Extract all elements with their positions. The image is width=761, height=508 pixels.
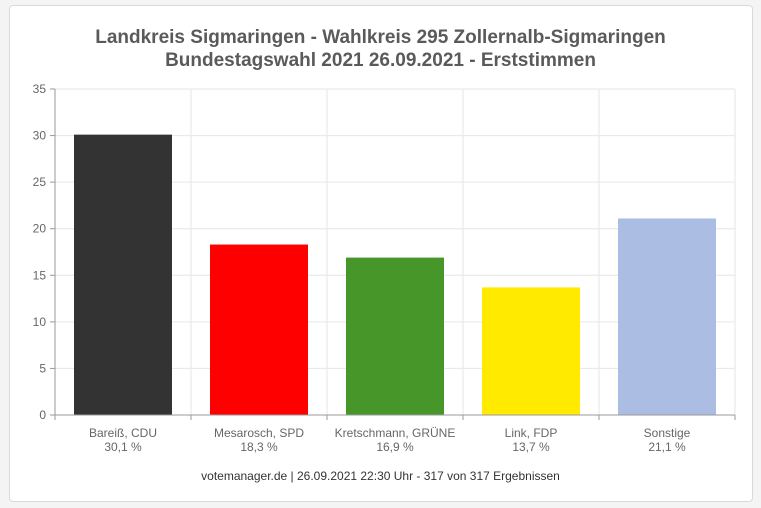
chart-footer: votemanager.de | 26.09.2021 22:30 Uhr - … <box>201 469 560 483</box>
bar <box>210 244 308 415</box>
x-tick-label: Link, FDP <box>505 426 558 440</box>
y-tick-label: 0 <box>39 408 46 422</box>
bar-value-label: 21,1 % <box>648 440 686 454</box>
y-tick-label: 20 <box>33 222 47 236</box>
y-tick-label: 10 <box>33 315 47 329</box>
y-tick-label: 30 <box>33 129 47 143</box>
bar-value-label: 18,3 % <box>240 440 278 454</box>
bar <box>346 257 444 415</box>
bar-value-label: 13,7 % <box>512 440 550 454</box>
bar-value-label: 30,1 % <box>104 440 142 454</box>
x-tick-label: Bareiß, CDU <box>89 426 157 440</box>
bar <box>618 218 716 415</box>
x-tick-label: Sonstige <box>644 426 691 440</box>
x-tick-label: Mesarosch, SPD <box>214 426 304 440</box>
x-tick-label: Kretschmann, GRÜNE <box>335 426 456 440</box>
bar-value-label: 16,9 % <box>376 440 414 454</box>
y-tick-label: 15 <box>33 268 47 282</box>
bar <box>74 134 172 415</box>
y-tick-label: 35 <box>33 82 47 96</box>
y-tick-label: 5 <box>39 361 46 375</box>
chart-title: Landkreis Sigmaringen - Wahlkreis 295 Zo… <box>0 26 761 72</box>
chart-title-line2: Bundestagswahl 2021 26.09.2021 - Erststi… <box>165 50 596 71</box>
bar <box>482 287 580 415</box>
chart-title-line1: Landkreis Sigmaringen - Wahlkreis 295 Zo… <box>95 27 666 48</box>
y-tick-label: 25 <box>33 175 47 189</box>
